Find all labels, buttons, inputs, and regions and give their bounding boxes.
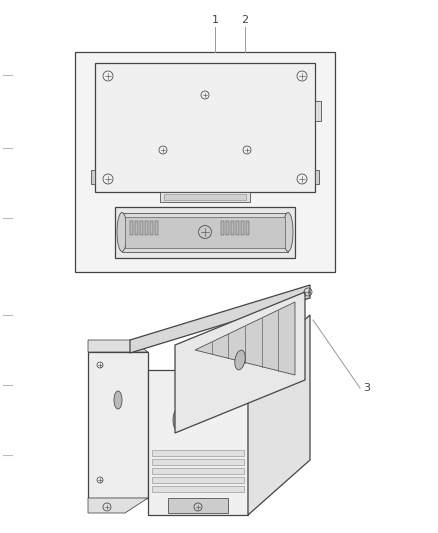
Polygon shape [221, 221, 224, 235]
Polygon shape [246, 221, 249, 235]
Polygon shape [152, 486, 244, 492]
Polygon shape [130, 285, 310, 353]
Polygon shape [75, 52, 335, 272]
Polygon shape [91, 170, 95, 184]
Polygon shape [122, 213, 288, 252]
Polygon shape [152, 459, 244, 465]
Polygon shape [155, 221, 158, 235]
Polygon shape [195, 302, 295, 375]
Text: 3: 3 [364, 383, 371, 393]
Polygon shape [248, 315, 310, 515]
Polygon shape [115, 207, 295, 258]
Polygon shape [226, 221, 229, 235]
Polygon shape [160, 192, 250, 202]
Polygon shape [315, 101, 321, 121]
Polygon shape [236, 221, 239, 235]
Ellipse shape [114, 391, 122, 409]
Text: 2: 2 [241, 15, 248, 25]
Polygon shape [130, 221, 133, 235]
Polygon shape [241, 221, 244, 235]
Polygon shape [175, 292, 305, 433]
Ellipse shape [235, 350, 245, 370]
Polygon shape [145, 221, 148, 235]
Polygon shape [168, 498, 228, 513]
Text: 1: 1 [212, 15, 219, 25]
Polygon shape [148, 370, 248, 515]
Polygon shape [231, 221, 234, 235]
Polygon shape [152, 477, 244, 483]
Polygon shape [88, 498, 148, 513]
Polygon shape [315, 170, 319, 184]
Ellipse shape [283, 213, 293, 252]
Polygon shape [150, 221, 153, 235]
Ellipse shape [117, 213, 127, 252]
Polygon shape [88, 352, 148, 498]
Polygon shape [95, 63, 315, 192]
Polygon shape [135, 221, 138, 235]
Polygon shape [88, 340, 148, 352]
Polygon shape [152, 468, 244, 474]
Polygon shape [164, 194, 246, 200]
Polygon shape [152, 450, 244, 456]
Ellipse shape [173, 409, 183, 431]
Polygon shape [125, 217, 285, 248]
Polygon shape [140, 221, 143, 235]
